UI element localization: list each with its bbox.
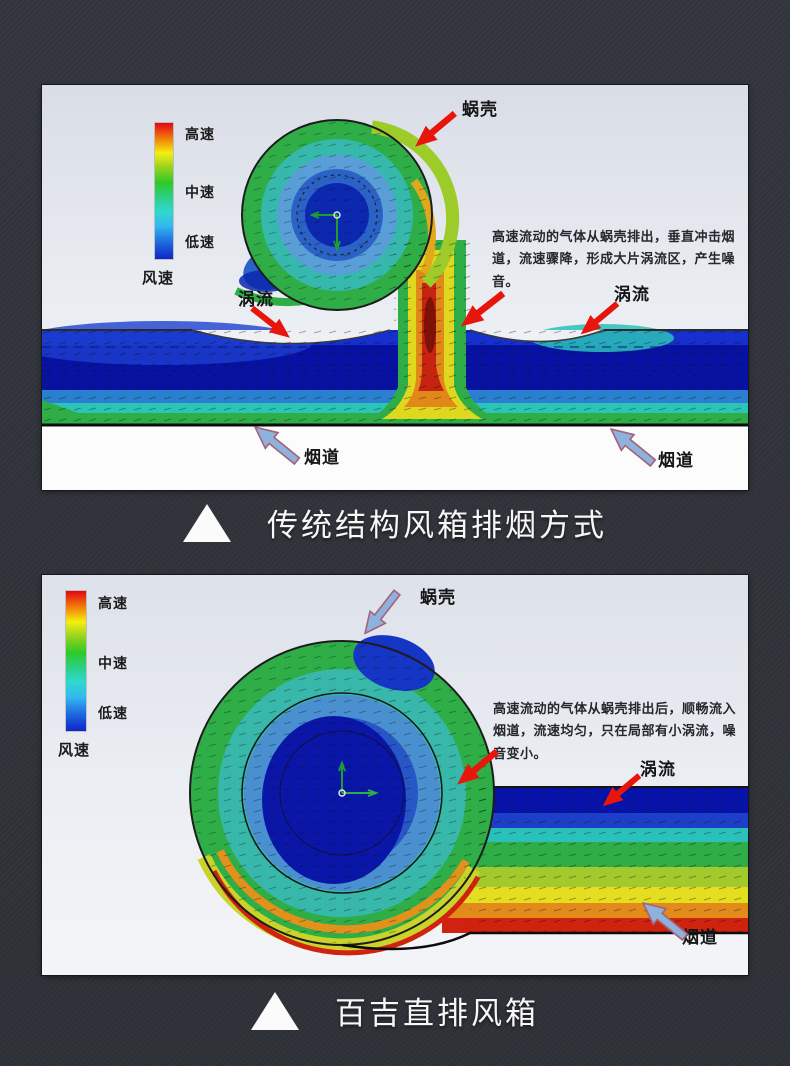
vortex-right-label: 涡流 bbox=[614, 285, 650, 304]
legend-high-label: 高速 bbox=[98, 595, 128, 611]
legend-title: 风速 bbox=[142, 270, 175, 287]
flow-annotation: 高速流动的气体从蜗壳排出后，顺畅流入烟道，流速均匀，只在局部有小涡流，噪音变小。 bbox=[493, 701, 737, 761]
vortex-left-arrow-icon bbox=[250, 305, 290, 338]
annotation-arrow-icon bbox=[460, 290, 506, 327]
triangle-bullet-icon bbox=[251, 991, 299, 1030]
vortex-label: 涡流 bbox=[640, 760, 676, 779]
flue-right-arrow-icon bbox=[609, 427, 657, 468]
triangle-bullet-icon bbox=[183, 503, 231, 542]
caption-traditional-text: 传统结构风箱排烟方式 bbox=[267, 508, 607, 543]
cfd-panel-baiji: 高速 中速 低速 风速 蜗壳 高速流动的气体从蜗壳排出后，顺畅流入烟道，流速均匀… bbox=[42, 575, 748, 975]
caption-baiji-text: 百吉直排风箱 bbox=[335, 996, 539, 1031]
legend-low-label: 低速 bbox=[185, 234, 215, 250]
flue-left-arrow-icon bbox=[253, 425, 301, 466]
legend-title: 风速 bbox=[58, 742, 91, 759]
volute-label: 蜗壳 bbox=[462, 100, 498, 119]
caption-traditional: 传统结构风箱排烟方式 bbox=[0, 500, 790, 545]
legend-mid-label: 中速 bbox=[185, 184, 215, 200]
speed-colorbar bbox=[155, 123, 173, 259]
speed-colorbar bbox=[66, 591, 86, 731]
legend-high-label: 高速 bbox=[185, 126, 215, 142]
vortex-left-label: 涡流 bbox=[238, 290, 274, 309]
volute-arrow-icon bbox=[363, 589, 402, 635]
flue-left-label: 烟道 bbox=[304, 448, 340, 467]
annotation-arrow-icon bbox=[457, 748, 499, 785]
cfd-panel-traditional: 高速 中速 低速 风速 蜗壳 高速流动的气体从蜗壳排出，垂直冲击烟道，流速骤降，… bbox=[42, 85, 748, 490]
cfd-overlay-baiji: 高速 中速 低速 风速 蜗壳 高速流动的气体从蜗壳排出后，顺畅流入烟道，流速均匀… bbox=[42, 575, 748, 975]
vortex-arrow-icon bbox=[602, 773, 642, 807]
legend-low-label: 低速 bbox=[98, 705, 128, 721]
cfd-plot-traditional bbox=[42, 85, 748, 490]
cfd-overlay-traditional: 高速 中速 低速 风速 蜗壳 高速流动的气体从蜗壳排出，垂直冲击烟道，流速骤降，… bbox=[42, 85, 748, 490]
vortex-right-arrow-icon bbox=[580, 301, 620, 335]
flue-label: 烟道 bbox=[682, 928, 718, 947]
volute-arrow-icon bbox=[415, 110, 457, 147]
legend-mid-label: 中速 bbox=[98, 655, 128, 671]
volute-label: 蜗壳 bbox=[420, 588, 456, 607]
cfd-plot-baiji bbox=[42, 575, 748, 975]
caption-baiji: 百吉直排风箱 bbox=[0, 988, 790, 1033]
flue-right-label: 烟道 bbox=[658, 451, 694, 470]
flue-arrow-icon bbox=[641, 901, 689, 942]
flow-annotation: 高速流动的气体从蜗壳排出，垂直冲击烟道，流速骤降，形成大片涡流区，产生噪音。 bbox=[492, 229, 736, 289]
